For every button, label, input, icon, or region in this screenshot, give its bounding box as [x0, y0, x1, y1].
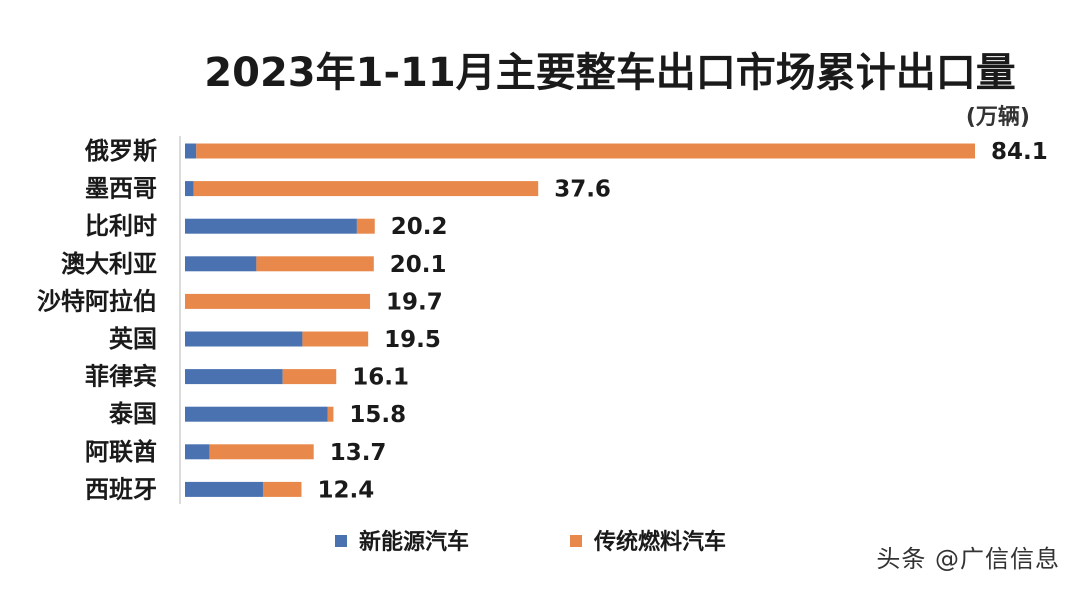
total-value-label: 12.4: [317, 477, 374, 503]
category-label: 阿联酋: [85, 438, 157, 466]
category-label: 西班牙: [85, 475, 157, 503]
total-value-label: 19.5: [384, 327, 441, 353]
bar-segment-fuel: [185, 293, 371, 309]
category-label: 俄罗斯: [84, 137, 157, 165]
total-value-label: 19.7: [386, 289, 443, 315]
bar-segment-fuel: [196, 143, 976, 159]
category-label: 英国: [109, 325, 157, 353]
bar-segment-fuel: [262, 481, 302, 497]
bar-segment-nev: [185, 406, 328, 422]
bar-segment-fuel: [356, 218, 375, 234]
legend: 新能源汽车 传统燃料汽车: [335, 529, 726, 555]
category-label: 菲律宾: [85, 363, 157, 391]
total-value-label: 84.1: [991, 139, 1048, 165]
category-label: 墨西哥: [85, 175, 157, 203]
legend-label: 传统燃料汽车: [593, 529, 726, 555]
bar-segment-nev: [185, 369, 283, 385]
category-label: 澳大利亚: [61, 250, 157, 278]
legend-swatch: [335, 535, 347, 547]
legend-label: 新能源汽车: [359, 529, 469, 555]
bar-segment-fuel: [256, 256, 374, 272]
category-label: 比利时: [85, 212, 157, 240]
total-value-label: 20.2: [391, 214, 448, 240]
total-value-label: 20.1: [390, 252, 447, 278]
bar-segment-nev: [185, 256, 257, 272]
total-value-label: 16.1: [352, 365, 409, 391]
bar-segment-nev: [185, 444, 210, 460]
bar-segment-nev: [185, 181, 194, 197]
total-value-label: 15.8: [349, 402, 406, 428]
chart-title: 2023年1-11月主要整车出口市场累计出口量: [204, 50, 1015, 96]
bar-segment-nev: [185, 481, 263, 497]
bar-segment-nev: [185, 331, 303, 347]
bar-segment-nev: [185, 143, 197, 159]
bar-segment-nev: [185, 218, 357, 234]
total-value-label: 13.7: [330, 440, 387, 466]
bar-segment-fuel: [193, 181, 539, 197]
legend-swatch: [570, 535, 582, 547]
bar-segment-fuel: [327, 406, 334, 422]
category-label: 沙特阿拉伯: [37, 287, 157, 315]
bar-segment-fuel: [282, 369, 337, 385]
total-value-label: 37.6: [554, 177, 611, 203]
chart-unit-label: (万辆): [966, 104, 1030, 130]
bar-segment-fuel: [302, 331, 369, 347]
bars-group: 俄罗斯 84.1 墨西哥 37.6 比利时 20.2 澳大利亚 20.1 沙特阿拉伯 19.7 英国…: [37, 137, 1048, 503]
category-label: 泰国: [109, 400, 157, 428]
watermark-text: 头条 @广信信息: [876, 545, 1060, 573]
bar-segment-fuel: [209, 444, 314, 460]
